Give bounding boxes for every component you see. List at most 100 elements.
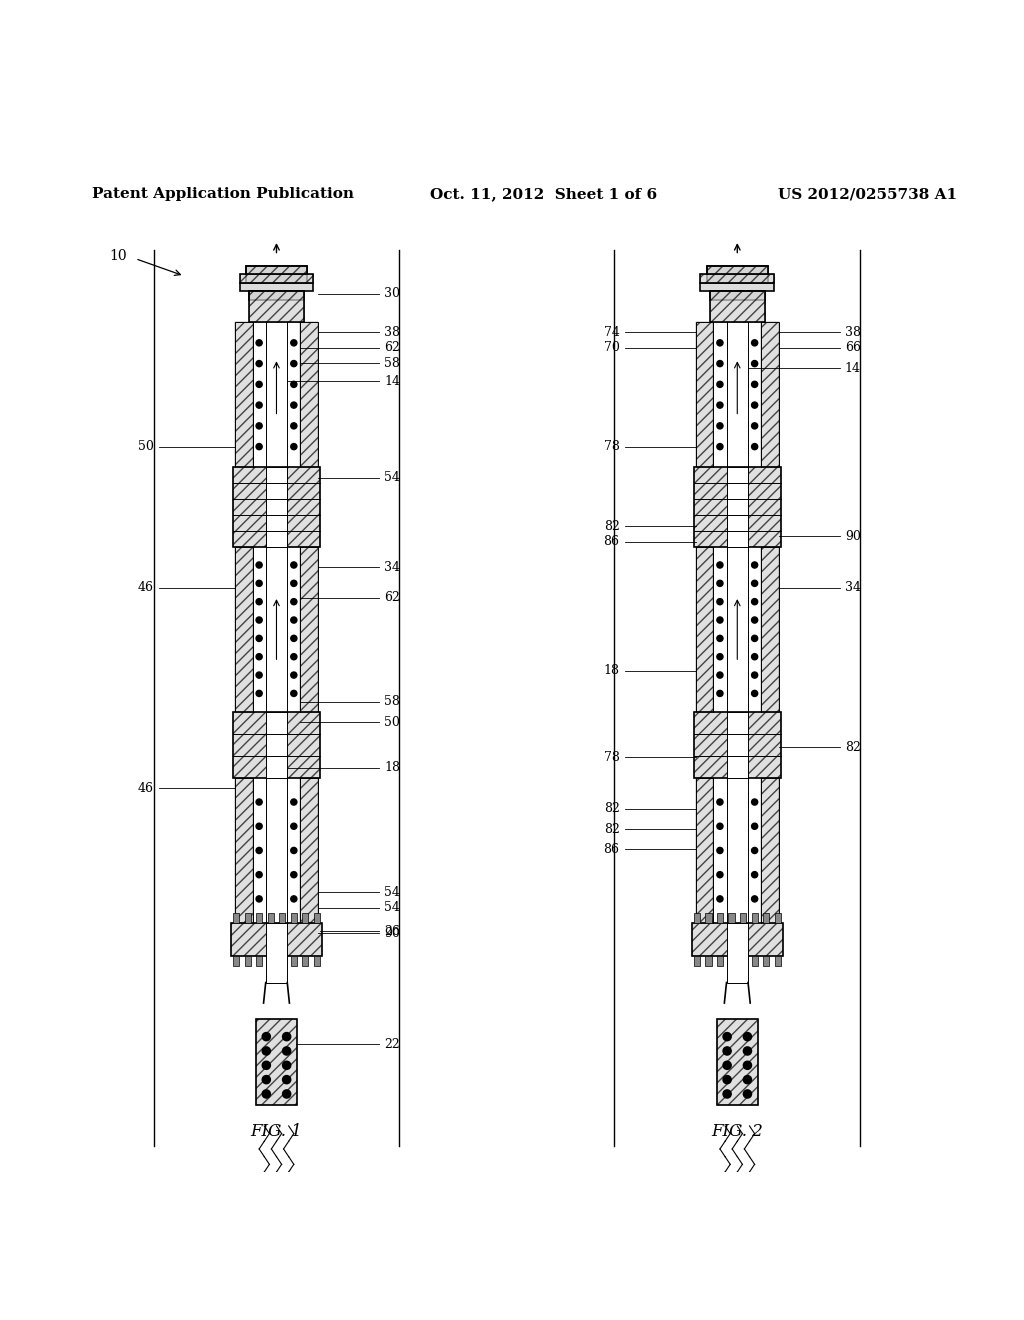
Circle shape bbox=[256, 871, 262, 878]
Circle shape bbox=[752, 896, 758, 902]
Bar bbox=[774, 913, 780, 923]
Text: 78: 78 bbox=[603, 751, 620, 764]
Circle shape bbox=[717, 824, 723, 829]
Bar bbox=[706, 913, 712, 923]
Circle shape bbox=[291, 339, 297, 346]
Bar bbox=[236, 546, 253, 711]
Circle shape bbox=[256, 403, 262, 408]
Circle shape bbox=[262, 1047, 270, 1055]
Bar bbox=[236, 777, 253, 923]
Circle shape bbox=[717, 339, 723, 346]
Circle shape bbox=[262, 1076, 270, 1084]
Circle shape bbox=[291, 824, 297, 829]
Text: 86: 86 bbox=[603, 843, 620, 855]
Bar bbox=[233, 711, 319, 777]
Circle shape bbox=[752, 672, 758, 678]
Bar bbox=[246, 265, 307, 275]
Text: 54: 54 bbox=[384, 471, 400, 484]
Circle shape bbox=[256, 847, 262, 854]
Circle shape bbox=[291, 616, 297, 623]
Bar bbox=[300, 322, 317, 467]
Circle shape bbox=[256, 339, 262, 346]
Bar bbox=[692, 923, 782, 956]
Circle shape bbox=[723, 1076, 731, 1084]
Circle shape bbox=[256, 562, 262, 568]
Circle shape bbox=[723, 1090, 731, 1098]
Text: 34: 34 bbox=[384, 561, 400, 574]
Circle shape bbox=[717, 871, 723, 878]
Bar bbox=[726, 467, 749, 546]
Bar bbox=[694, 711, 780, 777]
Bar bbox=[233, 913, 240, 923]
Circle shape bbox=[743, 1076, 752, 1084]
Bar bbox=[752, 956, 758, 966]
Bar bbox=[280, 913, 286, 923]
Circle shape bbox=[752, 653, 758, 660]
Text: 14: 14 bbox=[384, 375, 400, 388]
Text: FIG. 2: FIG. 2 bbox=[712, 1122, 763, 1139]
Bar bbox=[236, 322, 253, 467]
Bar bbox=[740, 956, 746, 966]
Text: 58: 58 bbox=[384, 356, 400, 370]
Bar bbox=[752, 913, 758, 923]
Circle shape bbox=[752, 381, 758, 388]
Circle shape bbox=[291, 799, 297, 805]
Circle shape bbox=[752, 422, 758, 429]
Bar bbox=[728, 913, 734, 923]
Circle shape bbox=[752, 635, 758, 642]
Bar bbox=[740, 913, 746, 923]
Circle shape bbox=[291, 690, 297, 697]
Bar bbox=[706, 956, 712, 966]
Bar bbox=[694, 711, 780, 777]
Bar bbox=[726, 711, 749, 777]
Text: FIG. 1: FIG. 1 bbox=[251, 1122, 302, 1139]
Text: 62: 62 bbox=[384, 591, 400, 605]
Circle shape bbox=[717, 562, 723, 568]
Circle shape bbox=[256, 598, 262, 605]
Circle shape bbox=[291, 871, 297, 878]
Circle shape bbox=[717, 672, 723, 678]
Circle shape bbox=[752, 562, 758, 568]
Circle shape bbox=[291, 598, 297, 605]
Bar bbox=[694, 467, 780, 546]
Bar bbox=[280, 956, 286, 966]
Text: 14: 14 bbox=[845, 362, 861, 375]
Circle shape bbox=[752, 690, 758, 697]
Bar bbox=[763, 913, 769, 923]
Bar bbox=[707, 265, 768, 282]
Circle shape bbox=[256, 896, 262, 902]
Circle shape bbox=[723, 1061, 731, 1069]
Text: 18: 18 bbox=[384, 762, 400, 774]
Bar bbox=[256, 956, 262, 966]
Bar bbox=[265, 923, 288, 982]
Bar bbox=[696, 546, 714, 711]
Circle shape bbox=[723, 1047, 731, 1055]
Bar bbox=[249, 292, 304, 300]
Circle shape bbox=[256, 635, 262, 642]
Bar bbox=[300, 546, 317, 711]
Circle shape bbox=[717, 635, 723, 642]
Circle shape bbox=[283, 1047, 291, 1055]
Circle shape bbox=[291, 562, 297, 568]
Bar bbox=[240, 275, 313, 282]
Circle shape bbox=[262, 1061, 270, 1069]
Circle shape bbox=[717, 653, 723, 660]
Bar bbox=[245, 956, 251, 966]
Bar bbox=[240, 275, 313, 282]
Circle shape bbox=[262, 1090, 270, 1098]
Circle shape bbox=[717, 690, 723, 697]
Circle shape bbox=[291, 403, 297, 408]
Bar bbox=[710, 292, 765, 322]
Bar bbox=[267, 913, 273, 923]
Text: 46: 46 bbox=[137, 781, 154, 795]
Circle shape bbox=[752, 616, 758, 623]
Circle shape bbox=[743, 1061, 752, 1069]
Circle shape bbox=[752, 871, 758, 878]
Text: 34: 34 bbox=[845, 581, 861, 594]
Text: 78: 78 bbox=[603, 441, 620, 453]
Circle shape bbox=[256, 581, 262, 586]
Circle shape bbox=[291, 635, 297, 642]
Bar bbox=[717, 956, 723, 966]
Circle shape bbox=[291, 581, 297, 586]
Bar bbox=[694, 467, 780, 546]
